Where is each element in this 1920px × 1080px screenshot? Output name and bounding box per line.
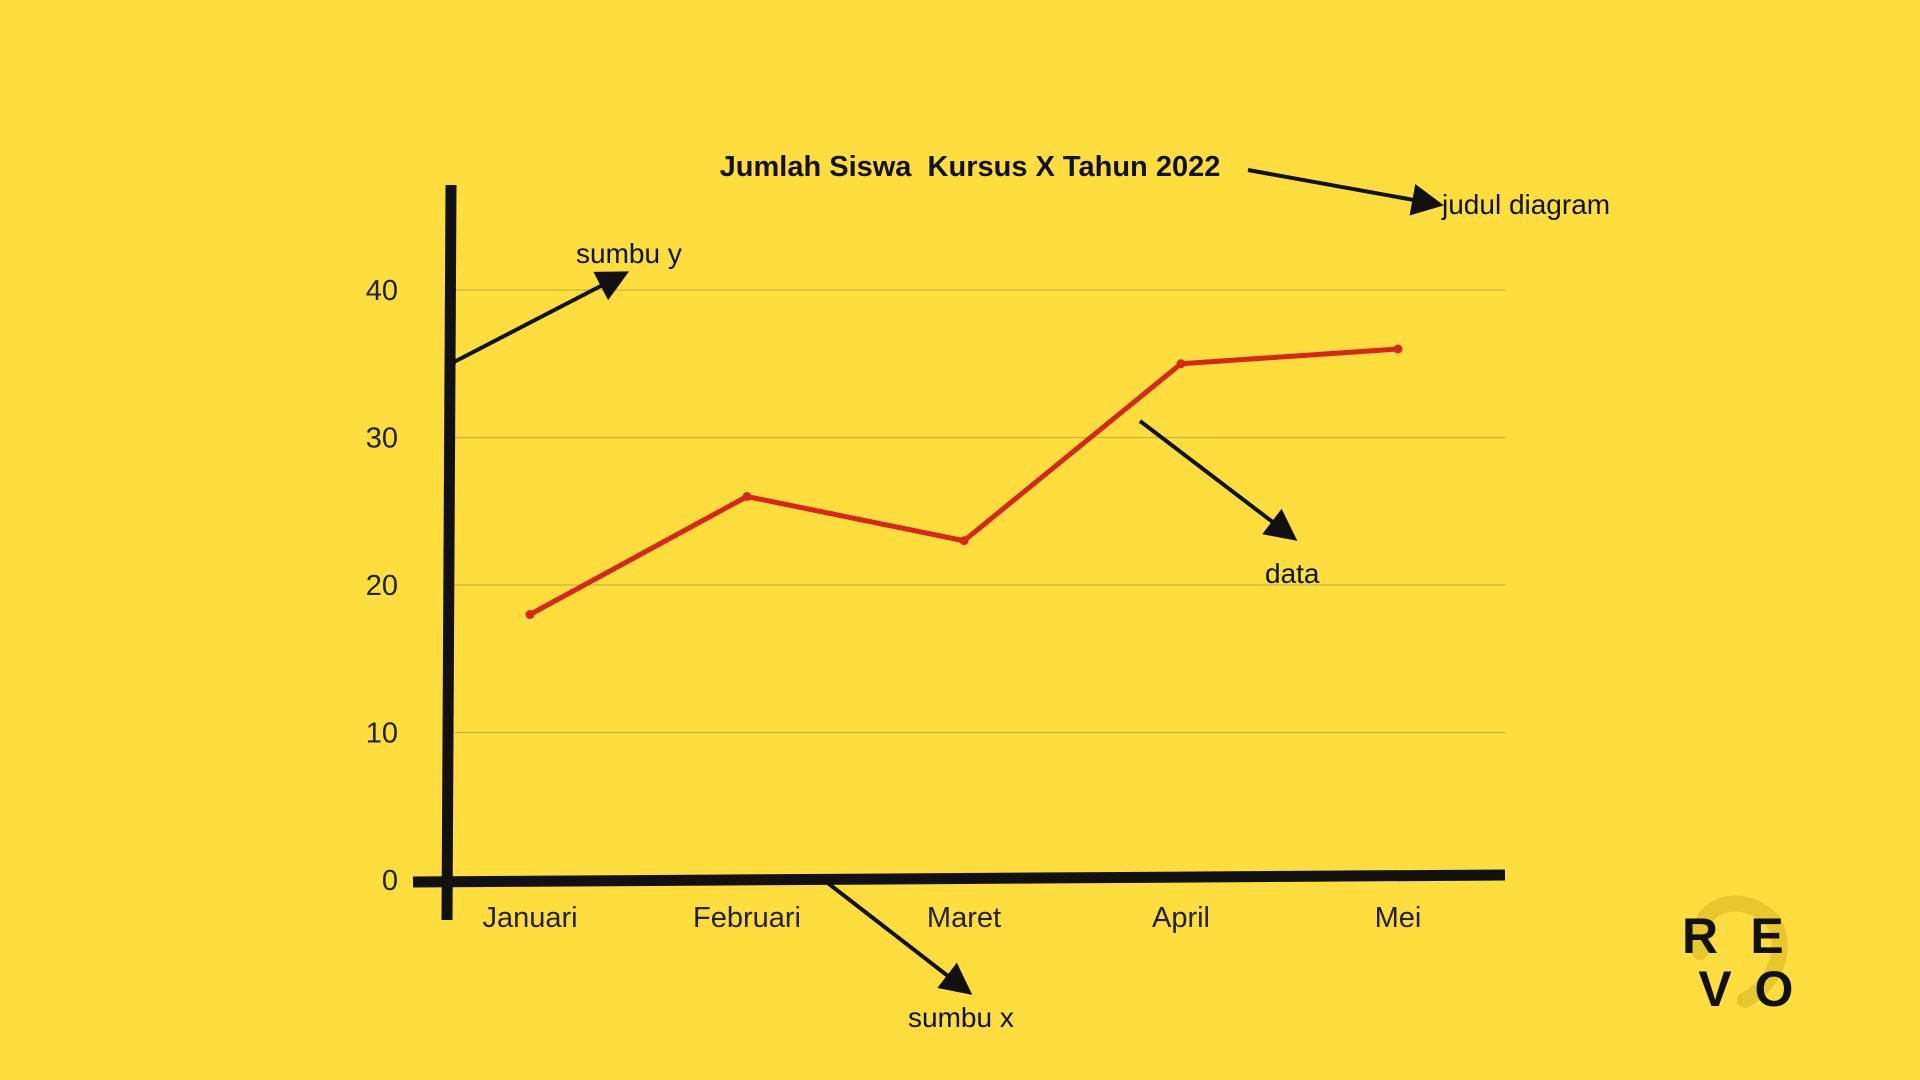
y-tick-label: 30 <box>366 423 398 455</box>
y-tick-label: 10 <box>366 718 398 750</box>
data-point <box>1393 344 1403 354</box>
title-arrow-label: judul diagram <box>1441 189 1610 220</box>
x-tick-label: April <box>1152 902 1210 934</box>
y-axis-arrow-label: sumbu y <box>576 238 682 269</box>
series <box>525 344 1403 619</box>
data-point <box>742 492 752 501</box>
data-arrow <box>1138 419 1298 541</box>
revo-logo: R E V O <box>1682 895 1794 1017</box>
y-tick-label: 40 <box>366 275 398 307</box>
x-axis-arrow <box>818 875 973 995</box>
y-axis-arrow <box>453 271 630 364</box>
data-point <box>959 536 969 546</box>
x-axis-arrow-label: sumbu x <box>908 1002 1014 1033</box>
x-tick-label: Mei <box>1375 902 1422 934</box>
y-tick-label: 20 <box>366 570 398 602</box>
logo-letter-r: R <box>1682 908 1718 964</box>
x-axis <box>412 869 1506 888</box>
logo-letter-v: V <box>1698 961 1732 1017</box>
x-tick-label: Februari <box>693 902 801 934</box>
logo-letter-o: O <box>1755 961 1794 1017</box>
data-point <box>525 610 535 619</box>
gridlines <box>455 289 1505 734</box>
data-arrow-label: data <box>1265 558 1320 589</box>
chart-title: Jumlah Siswa Kursus X Tahun 2022 <box>720 151 1221 183</box>
x-tick-label: Maret <box>927 902 1001 934</box>
y-tick-labels: 0 10 20 30 40 <box>366 275 398 897</box>
title-arrow <box>1247 168 1444 216</box>
x-tick-labels: Januari Februari Maret April Mei <box>482 902 1421 934</box>
y-tick-label: 0 <box>382 865 398 897</box>
logo-letter-e: E <box>1750 908 1783 964</box>
y-axis <box>441 184 457 921</box>
data-point <box>1176 359 1186 369</box>
x-tick-label: Januari <box>482 902 577 934</box>
